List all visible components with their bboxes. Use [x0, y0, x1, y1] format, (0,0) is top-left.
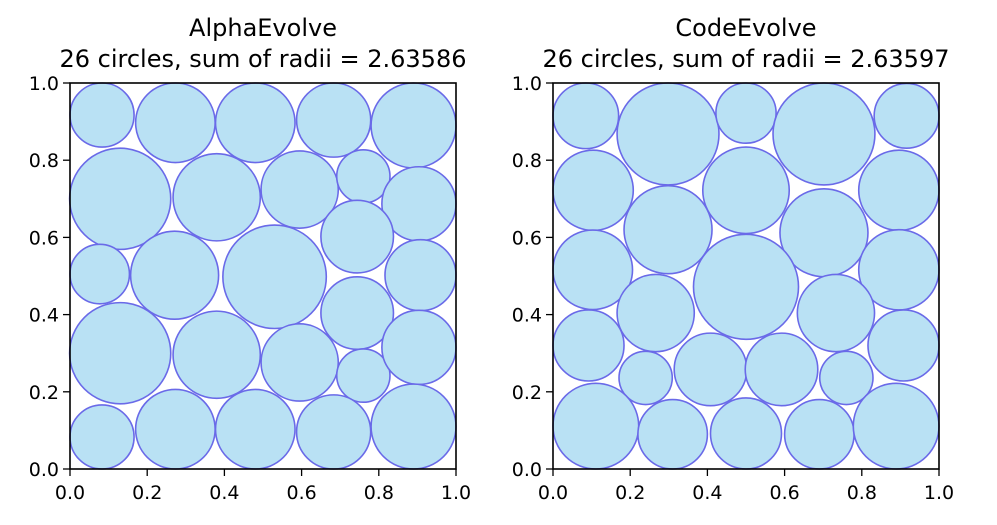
codeevolve-circle-12: [692, 233, 800, 341]
alphaevolve-circle-5: [370, 82, 457, 169]
alphaevolve-circle-18: [260, 323, 340, 402]
alphaevolve-circle-12: [129, 230, 220, 321]
alphaevolve-x-tick-label: 0.4: [209, 482, 239, 504]
alphaevolve-panel: AlphaEvolve 26 circles, sum of radii = 2…: [29, 14, 471, 504]
alphaevolve-circle-2: [134, 82, 216, 164]
alphaevolve-x-tick-label: 0.0: [55, 482, 85, 504]
codeevolve-axes-frame: [552, 82, 940, 470]
codeevolve-circle-15: [796, 273, 876, 353]
alphaevolve-circles: [68, 82, 457, 470]
codeevolve-circle-17: [867, 309, 940, 382]
codeevolve-y-axis: 0.0 0.2 0.4 0.6 0.8 1.0: [512, 73, 553, 481]
alphaevolve-circle-11: [69, 243, 131, 305]
codeevolve-panel: CodeEvolve 26 circles, sum of radii = 2.…: [512, 14, 954, 504]
codeevolve-circle-6: [552, 149, 635, 232]
alphaevolve-circle-17: [172, 310, 262, 400]
codeevolve-x-tick-label: 1.0: [924, 482, 954, 504]
alphaevolve-y-tick-label: 0.6: [29, 227, 59, 249]
codeevolve-circle-18: [618, 350, 674, 406]
alphaevolve-circle-3: [214, 82, 296, 164]
codeevolve-circles: [552, 82, 940, 470]
alphaevolve-circle-16: [68, 301, 172, 405]
alphaevolve-circle-22: [69, 404, 135, 470]
codeevolve-circle-3: [715, 82, 777, 145]
codeevolve-x-tick-label: 0.2: [615, 482, 645, 504]
alphaevolve-circle-7: [172, 152, 262, 242]
codeevolve-circle-21: [818, 350, 874, 406]
codeevolve-circle-19: [673, 332, 748, 407]
codeevolve-circle-2: [616, 82, 720, 186]
codeevolve-circle-20: [744, 332, 819, 407]
alphaevolve-circle-15: [384, 238, 457, 312]
alphaevolve-circle-21: [381, 309, 457, 386]
alphaevolve-y-tick-label: 0.2: [29, 382, 59, 404]
alphaevolve-subtitle: 26 circles, sum of radii = 2.63586: [59, 45, 466, 73]
codeevolve-x-tick-label: 0.8: [847, 482, 877, 504]
codeevolve-y-tick-label: 0.2: [512, 382, 542, 404]
alphaevolve-y-tick-label: 0.0: [29, 459, 59, 481]
alphaevolve-y-axis: 0.0 0.2 0.4 0.6 0.8 1.0: [29, 73, 70, 481]
codeevolve-y-tick-label: 0.6: [512, 227, 542, 249]
alphaevolve-x-tick-label: 0.2: [132, 482, 162, 504]
codeevolve-circle-25: [783, 398, 855, 470]
alphaevolve-x-tick-label: 1.0: [441, 482, 471, 504]
codeevolve-circle-26: [852, 382, 940, 470]
alphaevolve-circle-14: [320, 199, 395, 274]
codeevolve-subtitle: 26 circles, sum of radii = 2.63597: [542, 45, 949, 73]
alphaevolve-circle-4: [295, 82, 372, 158]
codeevolve-y-tick-label: 1.0: [512, 73, 542, 95]
codeevolve-y-tick-label: 0.0: [512, 459, 542, 481]
alphaevolve-circle-6: [68, 147, 172, 251]
alphaevolve-circle-26: [370, 383, 457, 470]
codeevolve-title: CodeEvolve: [675, 14, 816, 42]
codeevolve-circle-23: [637, 398, 709, 470]
codeevolve-circle-22: [552, 382, 640, 470]
codeevolve-circle-14: [616, 273, 696, 353]
codeevolve-circle-24: [709, 397, 783, 470]
alphaevolve-axes-frame: [69, 82, 457, 470]
alphaevolve-circle-9: [335, 148, 391, 204]
alphaevolve-circle-8: [260, 150, 340, 229]
codeevolve-circle-8: [857, 149, 940, 232]
alphaevolve-circle-23: [134, 388, 216, 470]
alphaevolve-circle-1: [69, 82, 135, 148]
codeevolve-circle-9: [623, 184, 713, 275]
alphaevolve-y-tick-label: 1.0: [29, 73, 59, 95]
alphaevolve-circle-13: [222, 224, 328, 330]
alphaevolve-circle-25: [295, 394, 372, 470]
alphaevolve-circle-24: [214, 388, 296, 470]
codeevolve-circle-4: [772, 82, 876, 186]
codeevolve-x-tick-label: 0.4: [692, 482, 722, 504]
alphaevolve-title: AlphaEvolve: [189, 14, 337, 42]
alphaevolve-x-axis: 0.0 0.2 0.4 0.6 0.8 1.0: [55, 469, 471, 504]
alphaevolve-x-tick-label: 0.8: [364, 482, 394, 504]
codeevolve-y-tick-label: 0.8: [512, 150, 542, 172]
codeevolve-x-tick-label: 0.0: [538, 482, 568, 504]
codeevolve-circle-16: [552, 309, 625, 382]
alphaevolve-circle-20: [335, 348, 391, 404]
codeevolve-y-tick-label: 0.4: [512, 305, 542, 327]
codeevolve-x-tick-label: 0.6: [769, 482, 799, 504]
alphaevolve-y-tick-label: 0.4: [29, 305, 59, 327]
codeevolve-x-axis: 0.0 0.2 0.4 0.6 0.8 1.0: [538, 469, 954, 504]
alphaevolve-x-tick-label: 0.6: [286, 482, 316, 504]
codeevolve-circle-5: [873, 82, 940, 150]
codeevolve-circle-7: [701, 146, 791, 235]
alphaevolve-y-tick-label: 0.8: [29, 150, 59, 172]
codeevolve-circle-1: [552, 82, 620, 150]
